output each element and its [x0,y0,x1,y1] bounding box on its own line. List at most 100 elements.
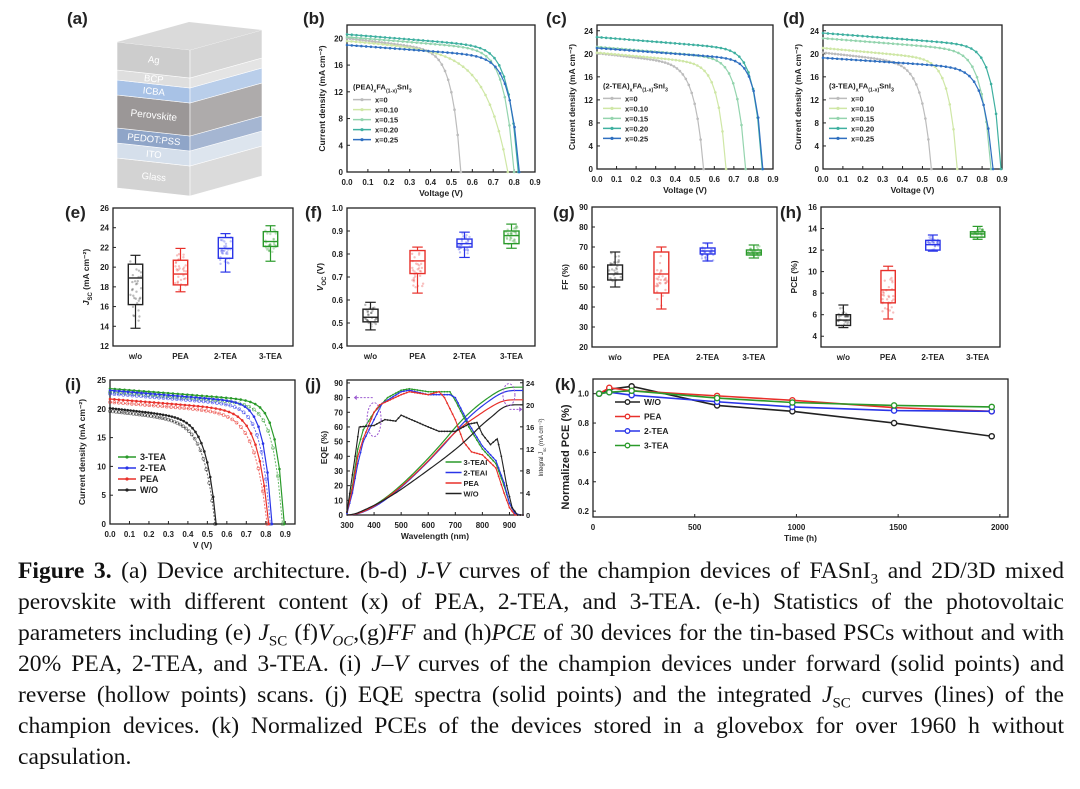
device-point [507,242,510,246]
device-point [135,268,138,271]
data-point [896,53,899,57]
data-point [854,39,857,43]
data-point [258,406,262,409]
layer-label: Perovskite [130,108,178,124]
legend-label: x=0.25 [375,136,398,145]
device-point [616,261,619,264]
y-tick-label: 12 [334,88,343,97]
hollow-point [117,392,121,397]
device-point [712,253,715,257]
panel-label-h: (h) [780,203,802,222]
device-point [175,254,179,257]
eqe-point [440,390,443,393]
data-point [729,58,732,61]
device-point [419,270,423,273]
category-label: PEA [880,353,897,362]
data-point [345,33,349,36]
device-point [889,278,892,281]
eqe-point [508,502,511,505]
x-tick-label: 0.1 [837,175,849,184]
eqe-point [394,396,397,399]
text-run: 12 [100,342,109,351]
y2-tick-label: 4 [526,489,531,498]
data-point [692,53,696,57]
hollow-point [246,415,250,419]
device-point [703,251,706,255]
device-point [370,311,373,315]
device-point [514,226,517,229]
panel-label-c: (c) [546,9,567,28]
text-run: 0.5 [202,530,214,539]
eqe-point [356,462,359,465]
device-point [131,287,134,291]
device-point [709,251,712,254]
device-point [366,310,370,313]
device-point [512,240,516,243]
data-point [364,37,367,40]
device-point [751,253,754,257]
text-run: 16 [810,73,819,82]
data-point [632,49,636,53]
data-point [673,42,677,45]
y-tick-label: 16 [810,73,819,82]
legend-label: x=0 [625,94,638,103]
device-point [842,319,845,322]
text-run: 20 [334,482,343,491]
device-point [656,297,659,301]
device-point [842,310,846,314]
y2-tick-label: 16 [526,423,534,432]
text-run: 3-TEA [259,352,282,361]
device-point [221,249,224,252]
data-point [989,167,993,171]
data-point [706,54,709,58]
data-point [345,35,349,39]
text-run: (g) [553,203,575,222]
hollow-point [157,395,161,400]
data-point [108,389,112,392]
data-point [916,62,919,66]
data-point [649,56,653,59]
device-point [608,269,611,272]
data-point [940,40,943,44]
device-point [221,252,225,255]
device-point [223,240,226,243]
data-point [478,46,482,50]
y-axis-title: JSC (mA cm⁻²) [81,249,94,306]
device-point [614,255,617,258]
text-run: 0.0 [817,175,829,184]
device-point [845,313,848,316]
reverse-scan-line [109,393,271,525]
device-point [421,282,425,285]
text-run: x=0.10 [851,104,874,113]
data-point [447,44,451,47]
series-3-TEA: 3-TEA [595,387,996,451]
device-point [610,278,613,281]
data-point [431,50,435,53]
device-point [700,252,704,256]
legend-label: x=0 [851,94,864,103]
layer-ag: Ag [116,29,263,79]
eqe-point [443,430,446,433]
data-point [162,393,166,397]
text-run: w/o [363,352,377,361]
data-point [354,40,358,44]
eqe-point [389,395,392,398]
data-point [368,41,371,45]
eqe-point [454,399,457,402]
x-tick-label: 1500 [889,523,907,532]
data-point [868,40,871,44]
device-point [174,261,178,265]
data-point [431,39,434,43]
hollow-point [241,410,246,415]
device-point [269,242,272,246]
eqe-line [346,389,523,516]
data-point [663,61,667,64]
data-point [840,38,843,42]
category-label: 3-TEA [259,352,282,361]
data-point [847,49,851,52]
series-x=0.25: x=0.25 [595,46,765,171]
data-point [198,396,202,400]
device-point [174,260,178,264]
text-run: 900 [503,521,517,530]
text-run: 2-TEA [644,426,669,436]
